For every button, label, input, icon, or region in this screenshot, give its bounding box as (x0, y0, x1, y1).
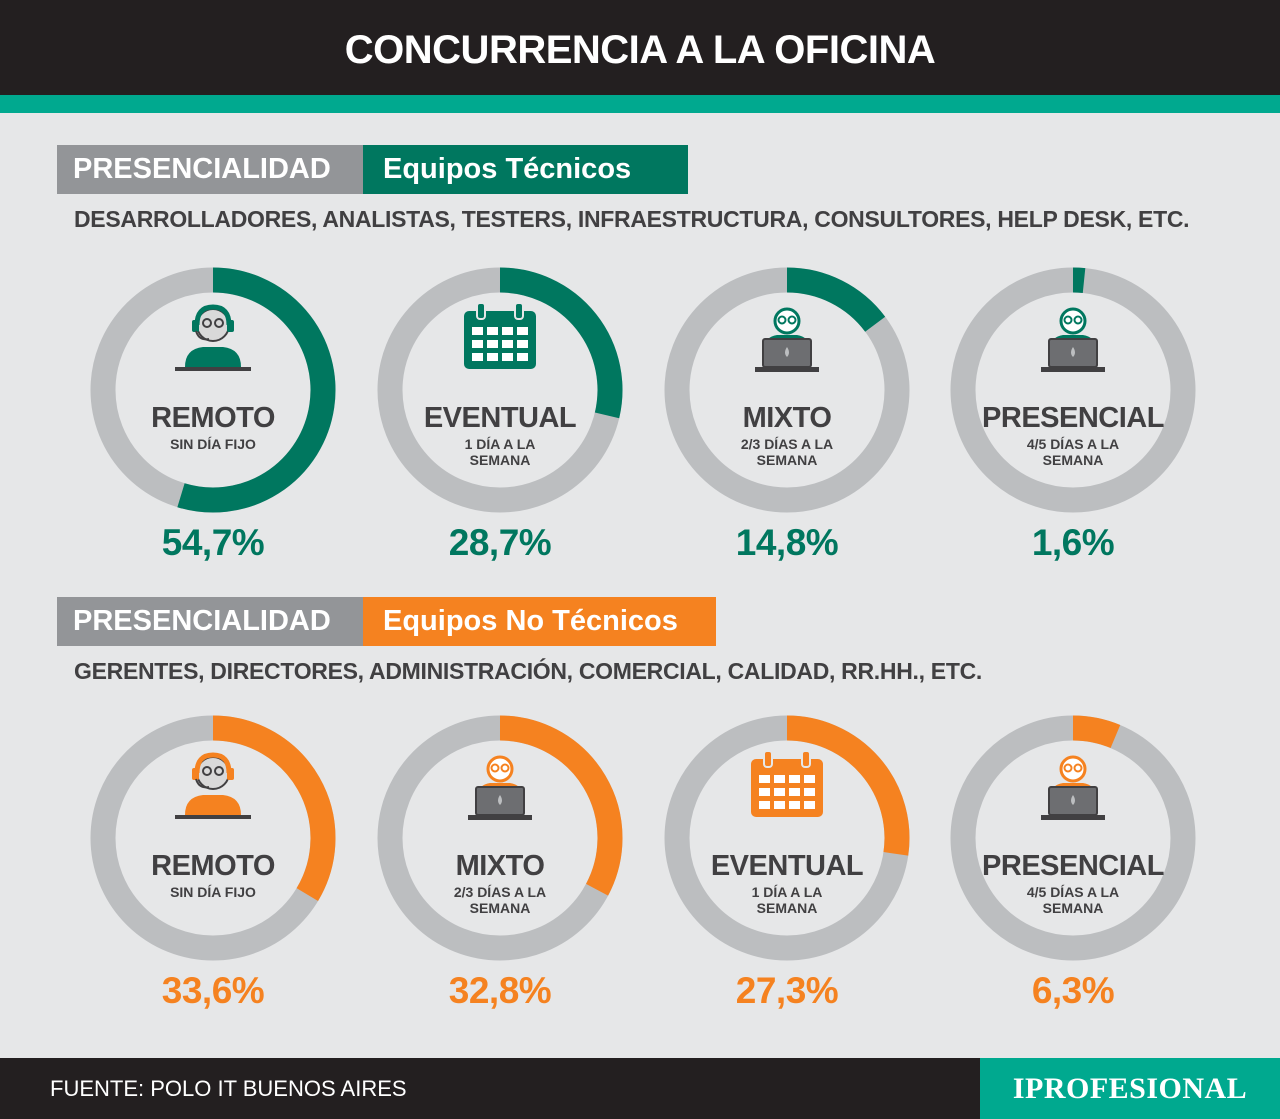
donut-label: REMOTO (151, 402, 275, 434)
donut-value-label: 1,6% (1031, 522, 1115, 563)
donut-presencial: PRESENCIAL 4/5 DÍAS A LA SEMANA (948, 265, 1198, 515)
section-tag-tech: Equipos Técnicos (363, 145, 688, 194)
donut-svg (664, 715, 910, 961)
donut-sublabel: SIN DÍA FIJO (170, 436, 256, 452)
donut-value-label: 28,7% (448, 522, 552, 563)
donut-arc (786, 715, 910, 856)
donut-arc (499, 267, 623, 419)
donut-sublabel: 1 DÍA A LA SEMANA (751, 884, 823, 916)
page-title: CONCURRENCIA A LA OFICINA (344, 28, 936, 72)
donut-arc (786, 267, 886, 333)
donut-svg (950, 267, 1196, 513)
donut-arc (1072, 715, 1121, 749)
laptop-person-icon (737, 303, 837, 373)
donut-remoto: REMOTO SIN DÍA FIJO (88, 265, 338, 515)
donut-mixto: MIXTO 2/3 DÍAS A LA SEMANA (375, 713, 625, 963)
donut-svg (377, 715, 623, 961)
section-subtitle-tech: DESARROLLADORES, ANALISTAS, TESTERS, INF… (74, 206, 1190, 232)
brand-logo: IPROFESIONAL (980, 1058, 1280, 1119)
donut-mixto: MIXTO 2/3 DÍAS A LA SEMANA (662, 265, 912, 515)
donut-sublabel: 1 DÍA A LA SEMANA (464, 436, 536, 468)
donut-arc (499, 715, 623, 896)
donut-value-label: 27,3% (735, 970, 839, 1011)
donut-eventual: EVENTUAL 1 DÍA A LA SEMANA (375, 265, 625, 515)
donut-label: MIXTO (455, 850, 545, 882)
donut-svg (90, 267, 336, 513)
donut-sublabel: 2/3 DÍAS A LA SEMANA (453, 884, 547, 916)
donut-value-label: 6,3% (1031, 970, 1115, 1011)
donut-label: PRESENCIAL (982, 850, 1164, 882)
donut-eventual: EVENTUAL 1 DÍA A LA SEMANA (662, 713, 912, 963)
donut-sublabel: 4/5 DÍAS A LA SEMANA (1026, 436, 1120, 468)
footer-source: FUENTE: POLO IT BUENOS AIRES (50, 1076, 407, 1101)
donut-sublabel: 4/5 DÍAS A LA SEMANA (1026, 884, 1120, 916)
donut-svg (950, 715, 1196, 961)
donut-arc (177, 267, 336, 513)
donut-svg (377, 267, 623, 513)
donut-arc (212, 715, 336, 902)
donut-label: MIXTO (742, 402, 832, 434)
donut-value-label: 14,8% (735, 522, 839, 563)
calendar-icon (450, 303, 550, 373)
section-label-tech: PRESENCIALIDAD (57, 145, 363, 194)
donut-presencial: PRESENCIAL 4/5 DÍAS A LA SEMANA (948, 713, 1198, 963)
laptop-person-icon (1023, 303, 1123, 373)
donut-label: REMOTO (151, 850, 275, 882)
calendar-icon (737, 751, 837, 821)
donut-remoto: REMOTO SIN DÍA FIJO (88, 713, 338, 963)
accent-stripe (0, 95, 1280, 113)
donut-svg (664, 267, 910, 513)
donut-label: PRESENCIAL (982, 402, 1164, 434)
donut-sublabel: SIN DÍA FIJO (170, 884, 256, 900)
section-label-nontech: PRESENCIALIDAD (57, 597, 363, 646)
donut-label: EVENTUAL (423, 402, 577, 434)
headset-person-icon (163, 751, 263, 821)
title-bar (0, 0, 1280, 95)
headset-person-icon (163, 303, 263, 373)
laptop-person-icon (450, 751, 550, 821)
donut-value-label: 33,6% (161, 970, 265, 1011)
donut-value-label: 54,7% (161, 522, 265, 563)
laptop-person-icon (1023, 751, 1123, 821)
donut-label: EVENTUAL (710, 850, 864, 882)
donut-arc (1072, 267, 1086, 294)
donut-svg (90, 715, 336, 961)
section-tag-nontech: Equipos No Técnicos (363, 597, 716, 646)
donut-sublabel: 2/3 DÍAS A LA SEMANA (740, 436, 834, 468)
section-subtitle-nontech: GERENTES, DIRECTORES, ADMINISTRACIÓN, CO… (74, 658, 982, 684)
donut-value-label: 32,8% (448, 970, 552, 1011)
